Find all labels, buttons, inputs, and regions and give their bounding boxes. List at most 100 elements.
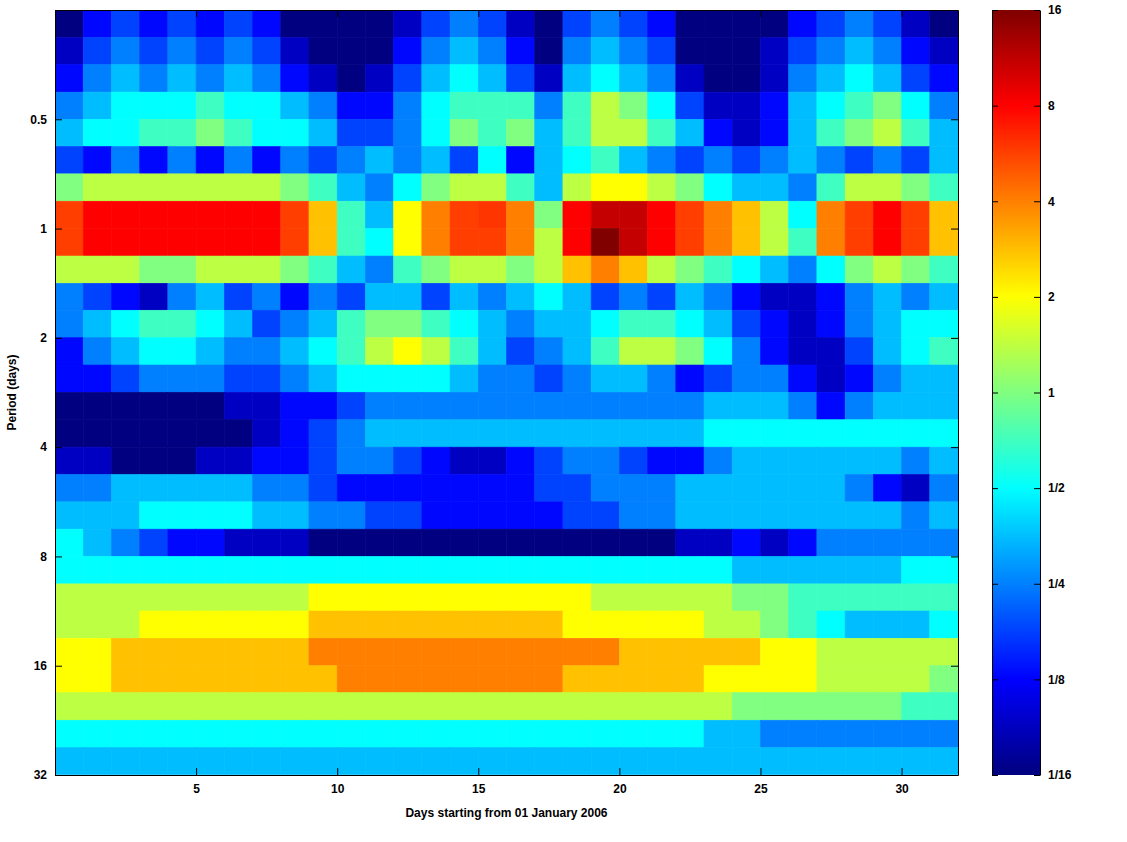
heatmap-cell <box>224 229 252 257</box>
heatmap-cell <box>422 365 450 392</box>
heatmap-cell <box>732 65 760 92</box>
heatmap-cell <box>478 256 506 283</box>
tick-label: 1/16 <box>1048 768 1072 782</box>
heatmap-cell <box>535 147 563 174</box>
heatmap-cell <box>450 474 478 501</box>
heatmap-cell <box>55 147 83 174</box>
heatmap-cell <box>732 365 760 392</box>
heatmap-cell <box>845 392 873 419</box>
heatmap-cell <box>817 556 845 583</box>
heatmap-cell <box>704 37 732 64</box>
heatmap-cell <box>873 420 901 447</box>
heatmap-cell <box>507 502 535 529</box>
heatmap-cell <box>309 310 337 337</box>
heatmap-cell <box>55 611 83 638</box>
heatmap-cell <box>309 693 337 721</box>
heatmap-cell <box>281 310 309 337</box>
heatmap-cell <box>365 147 393 174</box>
heatmap-cell <box>704 420 732 447</box>
tick: 1/8 <box>1034 673 1065 687</box>
heatmap-cell <box>789 447 817 474</box>
heatmap-cell <box>168 611 196 638</box>
heatmap-cell <box>83 229 111 257</box>
heatmap-cell <box>196 310 224 337</box>
heatmap-cell <box>817 65 845 92</box>
heatmap-cell <box>281 283 309 310</box>
heatmap-cell <box>902 447 930 474</box>
heatmap-cell <box>111 65 139 92</box>
heatmap-cell <box>704 502 732 529</box>
heatmap-cell <box>930 10 958 37</box>
heatmap-cell <box>591 365 619 392</box>
heatmap-cell <box>55 638 83 665</box>
heatmap-cell <box>535 474 563 501</box>
heatmap-cell <box>619 201 647 228</box>
heatmap-cell <box>224 584 252 611</box>
tick: 4 <box>1034 195 1055 209</box>
heatmap-cell <box>55 502 83 529</box>
heatmap-cell <box>760 748 788 775</box>
heatmap-cell <box>760 37 788 64</box>
heatmap-cell <box>253 119 281 146</box>
heatmap-cell <box>478 529 506 556</box>
heatmap-cell <box>478 365 506 392</box>
heatmap-cell <box>168 10 196 37</box>
heatmap-cell <box>83 119 111 146</box>
heatmap-cell <box>732 310 760 337</box>
tick: 10 <box>331 768 345 796</box>
heatmap-cell <box>760 529 788 556</box>
heatmap-cell <box>930 174 958 201</box>
heatmap-cell <box>140 256 168 283</box>
heatmap-cell <box>450 666 478 693</box>
heatmap-cell <box>873 584 901 611</box>
heatmap-cell <box>365 256 393 283</box>
heatmap-cell <box>281 611 309 638</box>
heatmap-cell <box>478 447 506 474</box>
heatmap-cell <box>535 392 563 419</box>
heatmap-cell <box>873 229 901 257</box>
heatmap-cell <box>196 474 224 501</box>
heatmap-cell <box>337 65 365 92</box>
heatmap-cell <box>704 474 732 501</box>
heatmap-cell <box>535 584 563 611</box>
heatmap-cell <box>591 65 619 92</box>
tick-mark <box>992 393 998 394</box>
tick-mark <box>55 775 62 776</box>
heatmap-cell <box>422 638 450 665</box>
heatmap-cell <box>422 556 450 583</box>
tick-label: 30 <box>895 782 909 796</box>
tick-label: 2 <box>1048 290 1055 304</box>
heatmap-cell <box>732 283 760 310</box>
heatmap-cell <box>845 256 873 283</box>
heatmap-cell <box>365 474 393 501</box>
heatmap-cell <box>111 392 139 419</box>
heatmap-cell <box>619 37 647 64</box>
heatmap-cell <box>365 611 393 638</box>
tick-mark <box>1034 106 1040 107</box>
heatmap-cell <box>224 92 252 119</box>
heatmap-cell <box>478 392 506 419</box>
heatmap-cell <box>732 119 760 146</box>
heatmap-cell <box>619 365 647 392</box>
heatmap-cell <box>224 502 252 529</box>
heatmap-cell <box>760 556 788 583</box>
heatmap-cell <box>648 392 676 419</box>
tick-mark <box>951 229 958 230</box>
heatmap-cell <box>591 502 619 529</box>
heatmap-cell <box>140 310 168 337</box>
heatmap-cell <box>591 748 619 775</box>
heatmap-cell <box>789 310 817 337</box>
heatmap-cell <box>83 338 111 365</box>
heatmap-cell <box>817 147 845 174</box>
heatmap-cell <box>591 201 619 228</box>
heatmap-cell <box>450 720 478 747</box>
heatmap-cell <box>817 201 845 228</box>
tick <box>337 10 338 17</box>
heatmap-cell <box>507 748 535 775</box>
heatmap-cell <box>704 720 732 747</box>
heatmap-cell <box>83 474 111 501</box>
tick-label: 1/4 <box>1048 577 1065 591</box>
heatmap-cell <box>309 584 337 611</box>
heatmap-cell <box>450 420 478 447</box>
heatmap-cell <box>535 10 563 37</box>
